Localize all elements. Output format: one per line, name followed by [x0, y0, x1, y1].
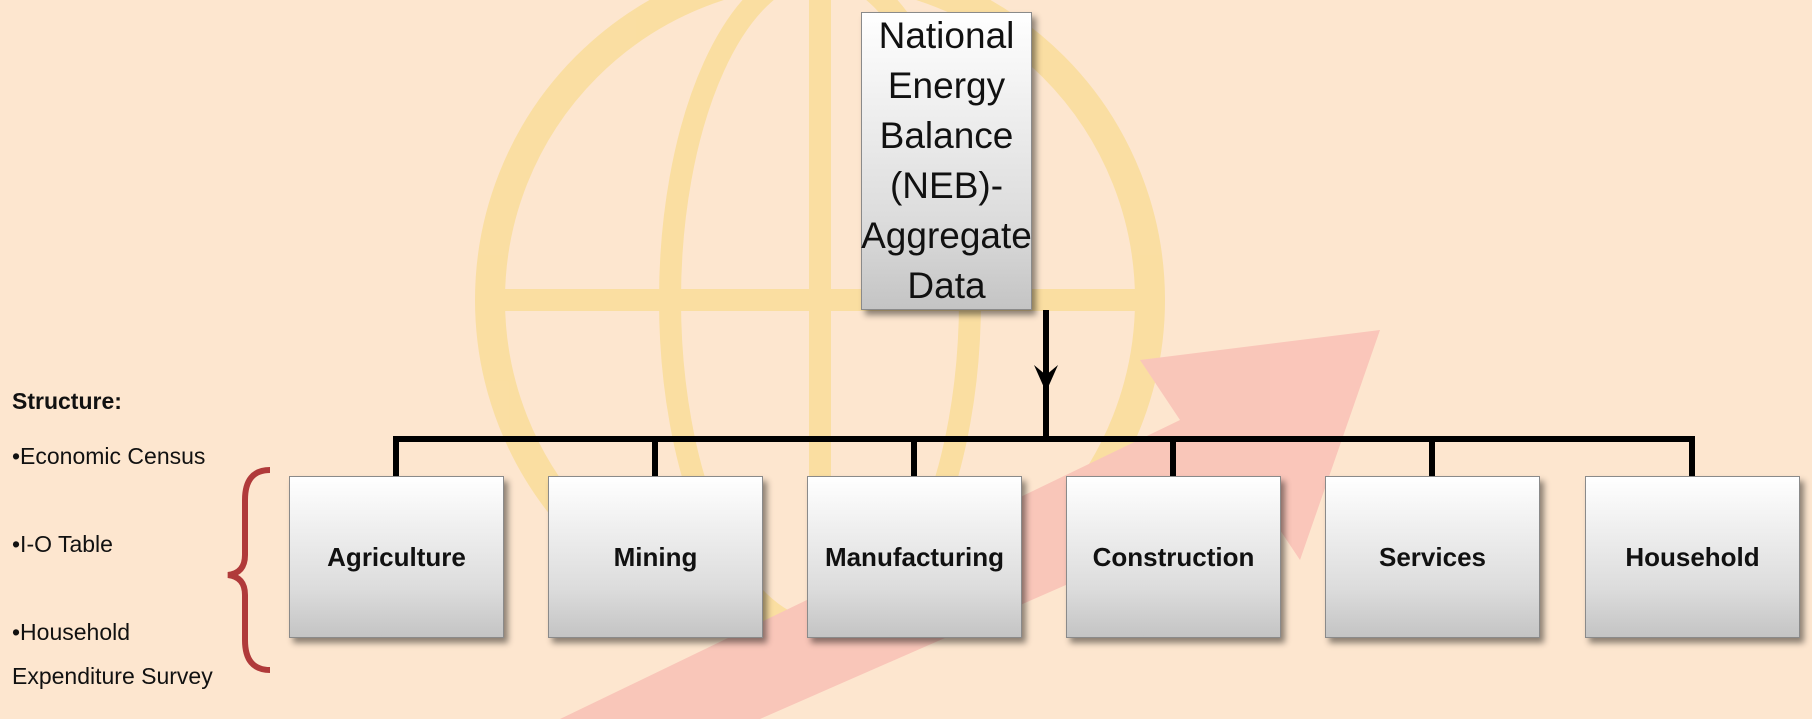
structure-item: •Economic Census — [12, 443, 206, 469]
structure-heading: Structure: — [12, 388, 122, 414]
brace — [227, 467, 271, 673]
sector-node: Construction — [1066, 476, 1281, 638]
root-line: Balance (NEB)- — [879, 115, 1014, 206]
root-line: National Energy — [878, 15, 1015, 106]
structure-item: •Household Expenditure Survey — [12, 619, 213, 689]
connectors — [393, 436, 1695, 476]
sector-node: Mining — [548, 476, 763, 638]
structure-item: •I-O Table — [12, 531, 113, 557]
sector-node: Manufacturing — [807, 476, 1022, 638]
sector-node: Services — [1325, 476, 1540, 638]
root-node: National Energy Balance (NEB)- Aggregate D… — [861, 12, 1032, 310]
arrowhead — [1034, 365, 1058, 392]
sector-node: Household — [1585, 476, 1800, 638]
sector-node: Agriculture — [289, 476, 504, 638]
root-line: Aggregate Data — [861, 215, 1032, 306]
